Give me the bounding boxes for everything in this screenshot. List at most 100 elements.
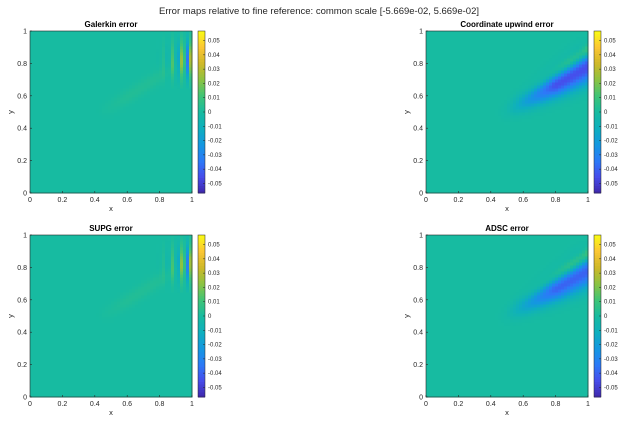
heatmap-cell — [474, 91, 478, 95]
heatmap-cell — [465, 160, 469, 164]
heatmap-cell — [552, 127, 556, 131]
heatmap-cell — [153, 145, 157, 149]
heatmap-cell — [150, 34, 154, 38]
heatmap-cell — [441, 142, 445, 146]
heatmap-cell — [69, 40, 73, 44]
heatmap-cell — [114, 88, 118, 92]
heatmap-cell — [519, 148, 523, 152]
heatmap-cell — [78, 160, 82, 164]
heatmap-cell — [33, 82, 37, 86]
heatmap-cell — [498, 133, 502, 137]
heatmap-cell — [81, 151, 85, 155]
heatmap-cell — [111, 157, 115, 161]
heatmap-cell — [528, 145, 532, 149]
heatmap-cell — [435, 130, 439, 134]
heatmap-cell — [93, 49, 97, 53]
heatmap-cell — [93, 157, 97, 161]
heatmap-cell — [483, 112, 487, 116]
heatmap-cell — [30, 178, 34, 182]
heatmap-cell — [177, 151, 181, 155]
heatmap-cell — [153, 37, 157, 41]
heatmap-cell — [177, 163, 181, 167]
heatmap-cell — [78, 106, 82, 110]
heatmap-cell — [141, 172, 145, 176]
heatmap-cell — [75, 91, 79, 95]
heatmap-cell — [42, 151, 46, 155]
heatmap-cell — [582, 151, 586, 155]
heatmap-cell — [48, 136, 52, 140]
heatmap-cell — [69, 43, 73, 47]
heatmap-cell — [111, 136, 115, 140]
heatmap-cell — [435, 97, 439, 101]
heatmap-cell — [564, 100, 568, 104]
heatmap-cell — [504, 181, 508, 185]
heatmap-cell — [174, 163, 178, 167]
heatmap-cell — [174, 31, 178, 35]
heatmap-cell — [498, 103, 502, 107]
heatmap-cell — [177, 172, 181, 176]
heatmap-cell — [39, 127, 43, 131]
heatmap-cell — [435, 118, 439, 122]
heatmap-cell — [135, 100, 139, 104]
heatmap-cell — [63, 175, 67, 179]
heatmap-cell — [186, 55, 190, 59]
heatmap-cell — [141, 139, 145, 143]
heatmap-cell — [108, 82, 112, 86]
heatmap-cell — [132, 34, 136, 38]
heatmap-cell — [177, 130, 181, 134]
heatmap-cell — [486, 121, 490, 125]
heatmap-cell — [537, 136, 541, 140]
heatmap-cell — [561, 109, 565, 113]
heatmap-cell — [447, 91, 451, 95]
heatmap-cell — [42, 124, 46, 128]
heatmap-cell — [30, 118, 34, 122]
heatmap-cell — [63, 130, 67, 134]
heatmap-cell — [510, 142, 514, 146]
heatmap-cell — [510, 91, 514, 95]
heatmap-cell — [72, 169, 76, 173]
heatmap-cell — [174, 85, 178, 89]
heatmap-cell — [162, 163, 166, 167]
heatmap-cell — [69, 103, 73, 107]
heatmap-cell — [558, 166, 562, 170]
heatmap-cell — [567, 154, 571, 158]
heatmap-cell — [153, 187, 157, 191]
heatmap-cell — [564, 115, 568, 119]
heatmap-cell — [510, 178, 514, 182]
heatmap-cell — [453, 160, 457, 164]
heatmap-cell — [57, 166, 61, 170]
heatmap-cell — [456, 151, 460, 155]
heatmap-cell — [177, 118, 181, 122]
heatmap-cell — [456, 172, 460, 176]
heatmap-cell — [108, 37, 112, 41]
heatmap-cell — [444, 124, 448, 128]
heatmap-cell — [42, 115, 46, 119]
heatmap-cell — [540, 136, 544, 140]
heatmap-cell — [528, 151, 532, 155]
heatmap-cell — [471, 94, 475, 98]
heatmap-cell — [528, 91, 532, 95]
heatmap-cell — [429, 151, 433, 155]
heatmap-cell — [153, 121, 157, 125]
heatmap-cell — [585, 109, 589, 113]
heatmap-cell — [48, 46, 52, 50]
heatmap-cell — [561, 169, 565, 173]
heatmap-cell — [45, 94, 49, 98]
heatmap-cell — [495, 139, 499, 143]
heatmap-cell — [510, 124, 514, 128]
heatmap-cell — [30, 52, 34, 56]
heatmap-cell — [69, 136, 73, 140]
heatmap-cell — [438, 190, 442, 194]
heatmap-cell — [54, 136, 58, 140]
heatmap-cell — [540, 187, 544, 191]
heatmap-cell — [48, 64, 52, 68]
heatmap-cell — [564, 142, 568, 146]
heatmap-cell — [453, 130, 457, 134]
heatmap-cell — [126, 34, 130, 38]
heatmap-cell — [114, 46, 118, 50]
heatmap-cell — [138, 187, 142, 191]
heatmap-cell — [174, 148, 178, 152]
heatmap-cell — [189, 43, 193, 47]
heatmap-cell — [516, 88, 520, 92]
heatmap-cell — [54, 187, 58, 191]
